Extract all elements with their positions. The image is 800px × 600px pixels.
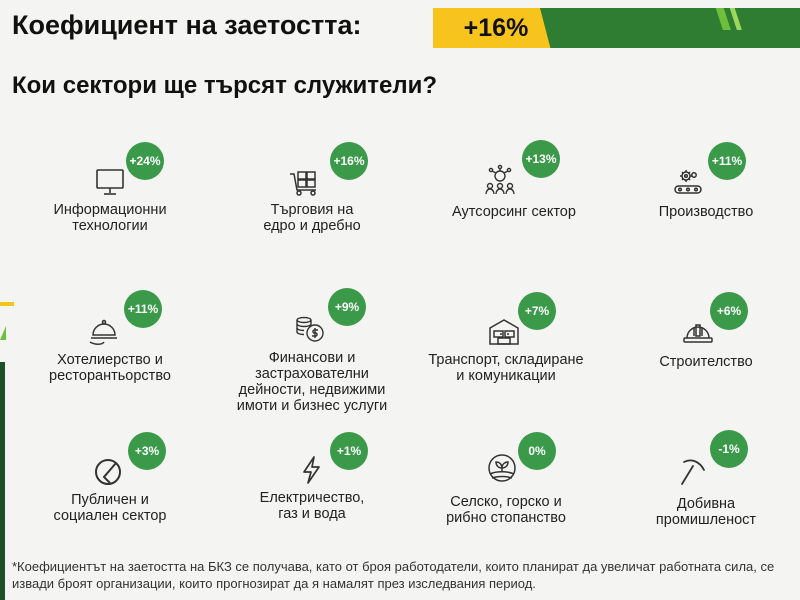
sector-change-badge: +7% <box>518 292 556 330</box>
sector-label: Информационни технологии <box>53 202 167 234</box>
sector-change-badge: +16% <box>330 142 368 180</box>
footnote: *Коефициентът на заетостта на БКЗ се пол… <box>12 559 775 591</box>
warehouse-cart-icon <box>288 166 320 198</box>
sector-label: Транспорт, складиране и комуникации <box>428 352 584 384</box>
sector-change-badge: +11% <box>708 142 746 180</box>
pickaxe-icon <box>678 456 710 488</box>
sector-change-badge: +3% <box>128 432 166 470</box>
sector-outsourcing: +13% Аутсорсинг сектор <box>424 140 604 250</box>
sector-change-badge: -1% <box>710 430 748 468</box>
sector-manufacturing: +11% Производство <box>616 142 796 252</box>
sector-change-badge: +1% <box>330 432 368 470</box>
sector-hospitality: +11% Хотелиерство и ресторантьорство <box>20 290 200 400</box>
sector-label: Добивна промишленост <box>655 496 757 528</box>
sector-it: +24% Информационни технологии <box>20 142 200 252</box>
sector-change-badge: +13% <box>522 140 560 178</box>
section-subtitle: Кои сектори ще търсят служители? <box>12 72 438 99</box>
sector-mining: -1% Добивна промишленост <box>616 430 796 540</box>
sector-change-badge: +6% <box>710 292 748 330</box>
sector-label: Производство <box>658 204 754 220</box>
decor-yellow-line <box>0 302 14 306</box>
sector-finance: +9% Финансови и застрахователни дейности… <box>222 288 402 414</box>
decor-stripe <box>713 8 731 30</box>
sector-change-badge: +24% <box>126 142 164 180</box>
sector-change-badge: 0% <box>518 432 556 470</box>
farm-field-icon <box>486 452 518 484</box>
overall-percentage-badge: +16% <box>433 8 559 48</box>
conveyor-gear-icon <box>672 166 704 198</box>
sector-public: +3% Публичен и социален сектор <box>20 432 200 542</box>
public-sector-icon <box>92 456 124 488</box>
coins-icon <box>294 312 326 344</box>
decor-green-triangle <box>0 326 6 340</box>
sector-label: Публичен и социален сектор <box>53 492 167 524</box>
storage-building-icon <box>488 316 520 348</box>
sector-label: Строителство <box>659 354 753 370</box>
sector-label: Хотелиерство и ресторантьорство <box>49 352 171 384</box>
sector-transport: +7% Транспорт, складиране и комуникации <box>416 292 596 402</box>
sector-construction: +6% Строителство <box>616 292 796 402</box>
lightning-icon <box>296 454 328 486</box>
sector-change-badge: +9% <box>328 288 366 326</box>
sector-trade: +16% Търговия на едро и дребно <box>222 142 402 252</box>
sector-label: Финансови и застрахователни дейности, не… <box>236 350 388 414</box>
hard-hat-icon <box>682 316 714 348</box>
decor-dark-bar <box>0 362 5 600</box>
cloche-icon <box>88 314 120 346</box>
monitor-icon <box>94 166 126 198</box>
sector-agriculture: 0% Селско, горско и рибно стопанство <box>416 432 596 542</box>
sector-label: Аутсорсинг сектор <box>452 204 576 220</box>
sector-utilities: +1% Електричество, газ и вода <box>222 432 402 542</box>
sector-label: Електричество, газ и вода <box>259 490 365 522</box>
header-green-band <box>540 8 800 48</box>
sector-label: Селско, горско и рибно стопанство <box>446 494 566 526</box>
sector-change-badge: +11% <box>124 290 162 328</box>
sector-label: Търговия на едро и дребно <box>263 202 361 234</box>
page-title: Коефициент на заетостта: <box>12 10 362 40</box>
team-network-icon <box>484 164 516 196</box>
